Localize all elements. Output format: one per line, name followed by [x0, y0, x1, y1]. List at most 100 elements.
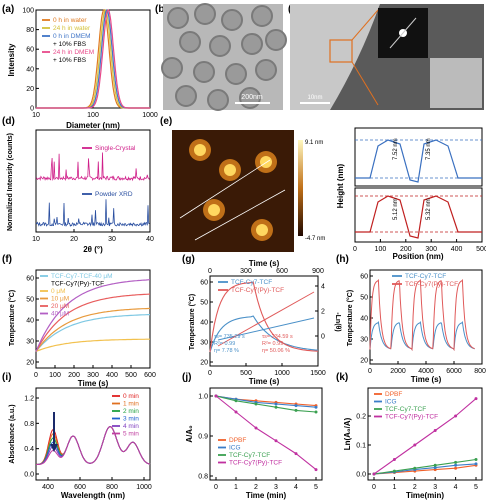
g-x-tick-label: 0 — [208, 370, 212, 377]
afm-colorbar-min: -4.7 nm — [305, 236, 325, 242]
e-x-tick-label: 100 — [375, 246, 387, 253]
g-red-fit — [217, 291, 315, 347]
a-xlabel: Diameter (nm) — [66, 121, 120, 130]
plot-e-bottom-frame — [354, 187, 483, 243]
j-marker — [274, 405, 278, 409]
k-marker — [372, 472, 376, 476]
j-marker — [274, 402, 278, 406]
h-y-tick-label: 20 — [360, 358, 368, 365]
a-legend-entry: + 10% FBS — [53, 57, 87, 64]
k-series-line — [373, 398, 477, 475]
hrtem-image-c: 10nm — [290, 4, 484, 110]
k-series-line — [373, 463, 477, 475]
g-top-tick-label: 900 — [312, 268, 324, 275]
j-legend-entry: ICG — [229, 445, 241, 452]
d-x-tick-label: 40 — [146, 236, 154, 243]
k-series-line — [373, 458, 477, 475]
f-legend-entry: 20 μM — [51, 303, 69, 310]
tem-b-particle — [207, 89, 229, 111]
h-ylabel: Temperature (°C) — [346, 290, 354, 346]
tem-b-particle — [209, 35, 231, 57]
panel-label-b: (b) — [155, 4, 168, 15]
g-blue-line — [209, 315, 319, 353]
f-x-tick-label: 600 — [144, 372, 156, 379]
k-xlabel: Time(min) — [406, 491, 444, 500]
d-x-tick-label: 20 — [70, 236, 78, 243]
g-ylabel-right: -Ln(θ) — [334, 312, 341, 331]
a-legend-entry: + 10% FBS — [53, 41, 87, 48]
k-legend-entry: TCF-Cy7-TCF — [385, 406, 426, 413]
a-legend-entry: 0 h in DMEM — [53, 33, 91, 40]
panel-label-k: (k) — [336, 372, 348, 383]
g-xlabel: Time (s) — [249, 377, 280, 386]
k-marker — [413, 466, 417, 470]
g-ylabel: Temperature (°C) — [188, 294, 196, 350]
e-x-tick-label: 400 — [451, 246, 463, 253]
k-marker — [433, 429, 437, 432]
f-series-line — [35, 293, 151, 352]
panel-label-i: (i) — [2, 372, 11, 383]
f-y-tick-label: 40 — [26, 318, 34, 325]
i-legend-entry: 4 min — [123, 423, 139, 430]
f-legend-entry: TCF-Cy7(Py)-TCF — [51, 281, 104, 288]
i-legend-entry: 0 min — [123, 393, 139, 400]
j-series-line — [215, 395, 317, 471]
a-y-tick-label: 20 — [26, 86, 34, 93]
h-x-tick-label: 2000 — [390, 368, 406, 375]
g-fit-red-text: R²= 0.99 — [262, 341, 283, 347]
i-x-tick-label: 1000 — [136, 484, 152, 491]
f-legend-entry: 40 μM — [51, 311, 69, 318]
g-legend-entry: TCF-Cy7(Py)-TCF — [231, 287, 284, 294]
j-x-tick-label: 1 — [234, 484, 238, 491]
k-x-tick-label: 3 — [433, 484, 437, 491]
j-x-tick-label: 5 — [314, 484, 318, 491]
a-x-tick-label: 10 — [32, 112, 40, 119]
h-y-tick-label: 30 — [360, 337, 368, 344]
tem-b-particle — [161, 57, 183, 79]
f-x-tick-label: 200 — [68, 372, 80, 379]
j-x-tick-label: 4 — [294, 484, 298, 491]
plot-j-frame — [209, 387, 323, 481]
h-x-tick-label: 0 — [368, 368, 372, 375]
e-ylabel: Height (nm) — [336, 163, 345, 208]
afm-particle-core — [256, 224, 268, 236]
hrtem-c-inset — [430, 58, 482, 108]
afm-colorbar — [298, 140, 303, 236]
k-marker — [474, 462, 478, 466]
j-x-tick-label: 3 — [274, 484, 278, 491]
f-series-line — [35, 307, 151, 352]
k-marker — [454, 460, 458, 464]
k-x-tick-label: 0 — [372, 484, 376, 491]
g-y-tick-label: 20 — [200, 360, 208, 367]
a-y-tick-label: 100 — [22, 8, 34, 15]
g-yr-tick-label: 4 — [321, 284, 325, 291]
tem-b-particle — [179, 31, 201, 53]
panel-label-d: (d) — [2, 116, 15, 127]
i-x-tick-label: 400 — [42, 484, 54, 491]
f-x-tick-label: 300 — [87, 372, 99, 379]
j-legend-entry: DPBF — [229, 437, 246, 444]
f-legend-entry: 0 μM — [51, 288, 66, 295]
panel-label-h: (h) — [336, 254, 349, 265]
e-annotation: 5.32 nm — [426, 198, 432, 220]
k-y-tick-label: 0.2 — [356, 414, 366, 421]
panel-label-f: (f) — [2, 254, 12, 265]
hrtem-c-roi-box — [329, 39, 353, 63]
g-fit-blue-text: η= 7.78 % — [214, 348, 239, 354]
k-marker — [454, 463, 458, 467]
tem-b-particle — [193, 61, 215, 83]
h-red-line — [369, 278, 475, 352]
k-legend-entry: DPBF — [385, 391, 402, 398]
d-x-tick-label: 30 — [108, 236, 116, 243]
i-y-tick-label: 0.0 — [24, 472, 34, 479]
k-x-tick-label: 1 — [392, 484, 396, 491]
a-y-tick-label: 0 — [30, 106, 34, 113]
tem-b-particle — [255, 59, 277, 81]
j-series-line — [215, 395, 317, 407]
afm-colorbar-max: 9.1 nm — [305, 140, 323, 146]
j-marker — [254, 402, 258, 406]
g-top-tick-label: 600 — [276, 268, 288, 275]
h-x-tick-label: 4000 — [418, 368, 434, 375]
f-series-line — [35, 314, 150, 352]
g-fit-red-text: τs= 234.59 s — [262, 334, 293, 340]
